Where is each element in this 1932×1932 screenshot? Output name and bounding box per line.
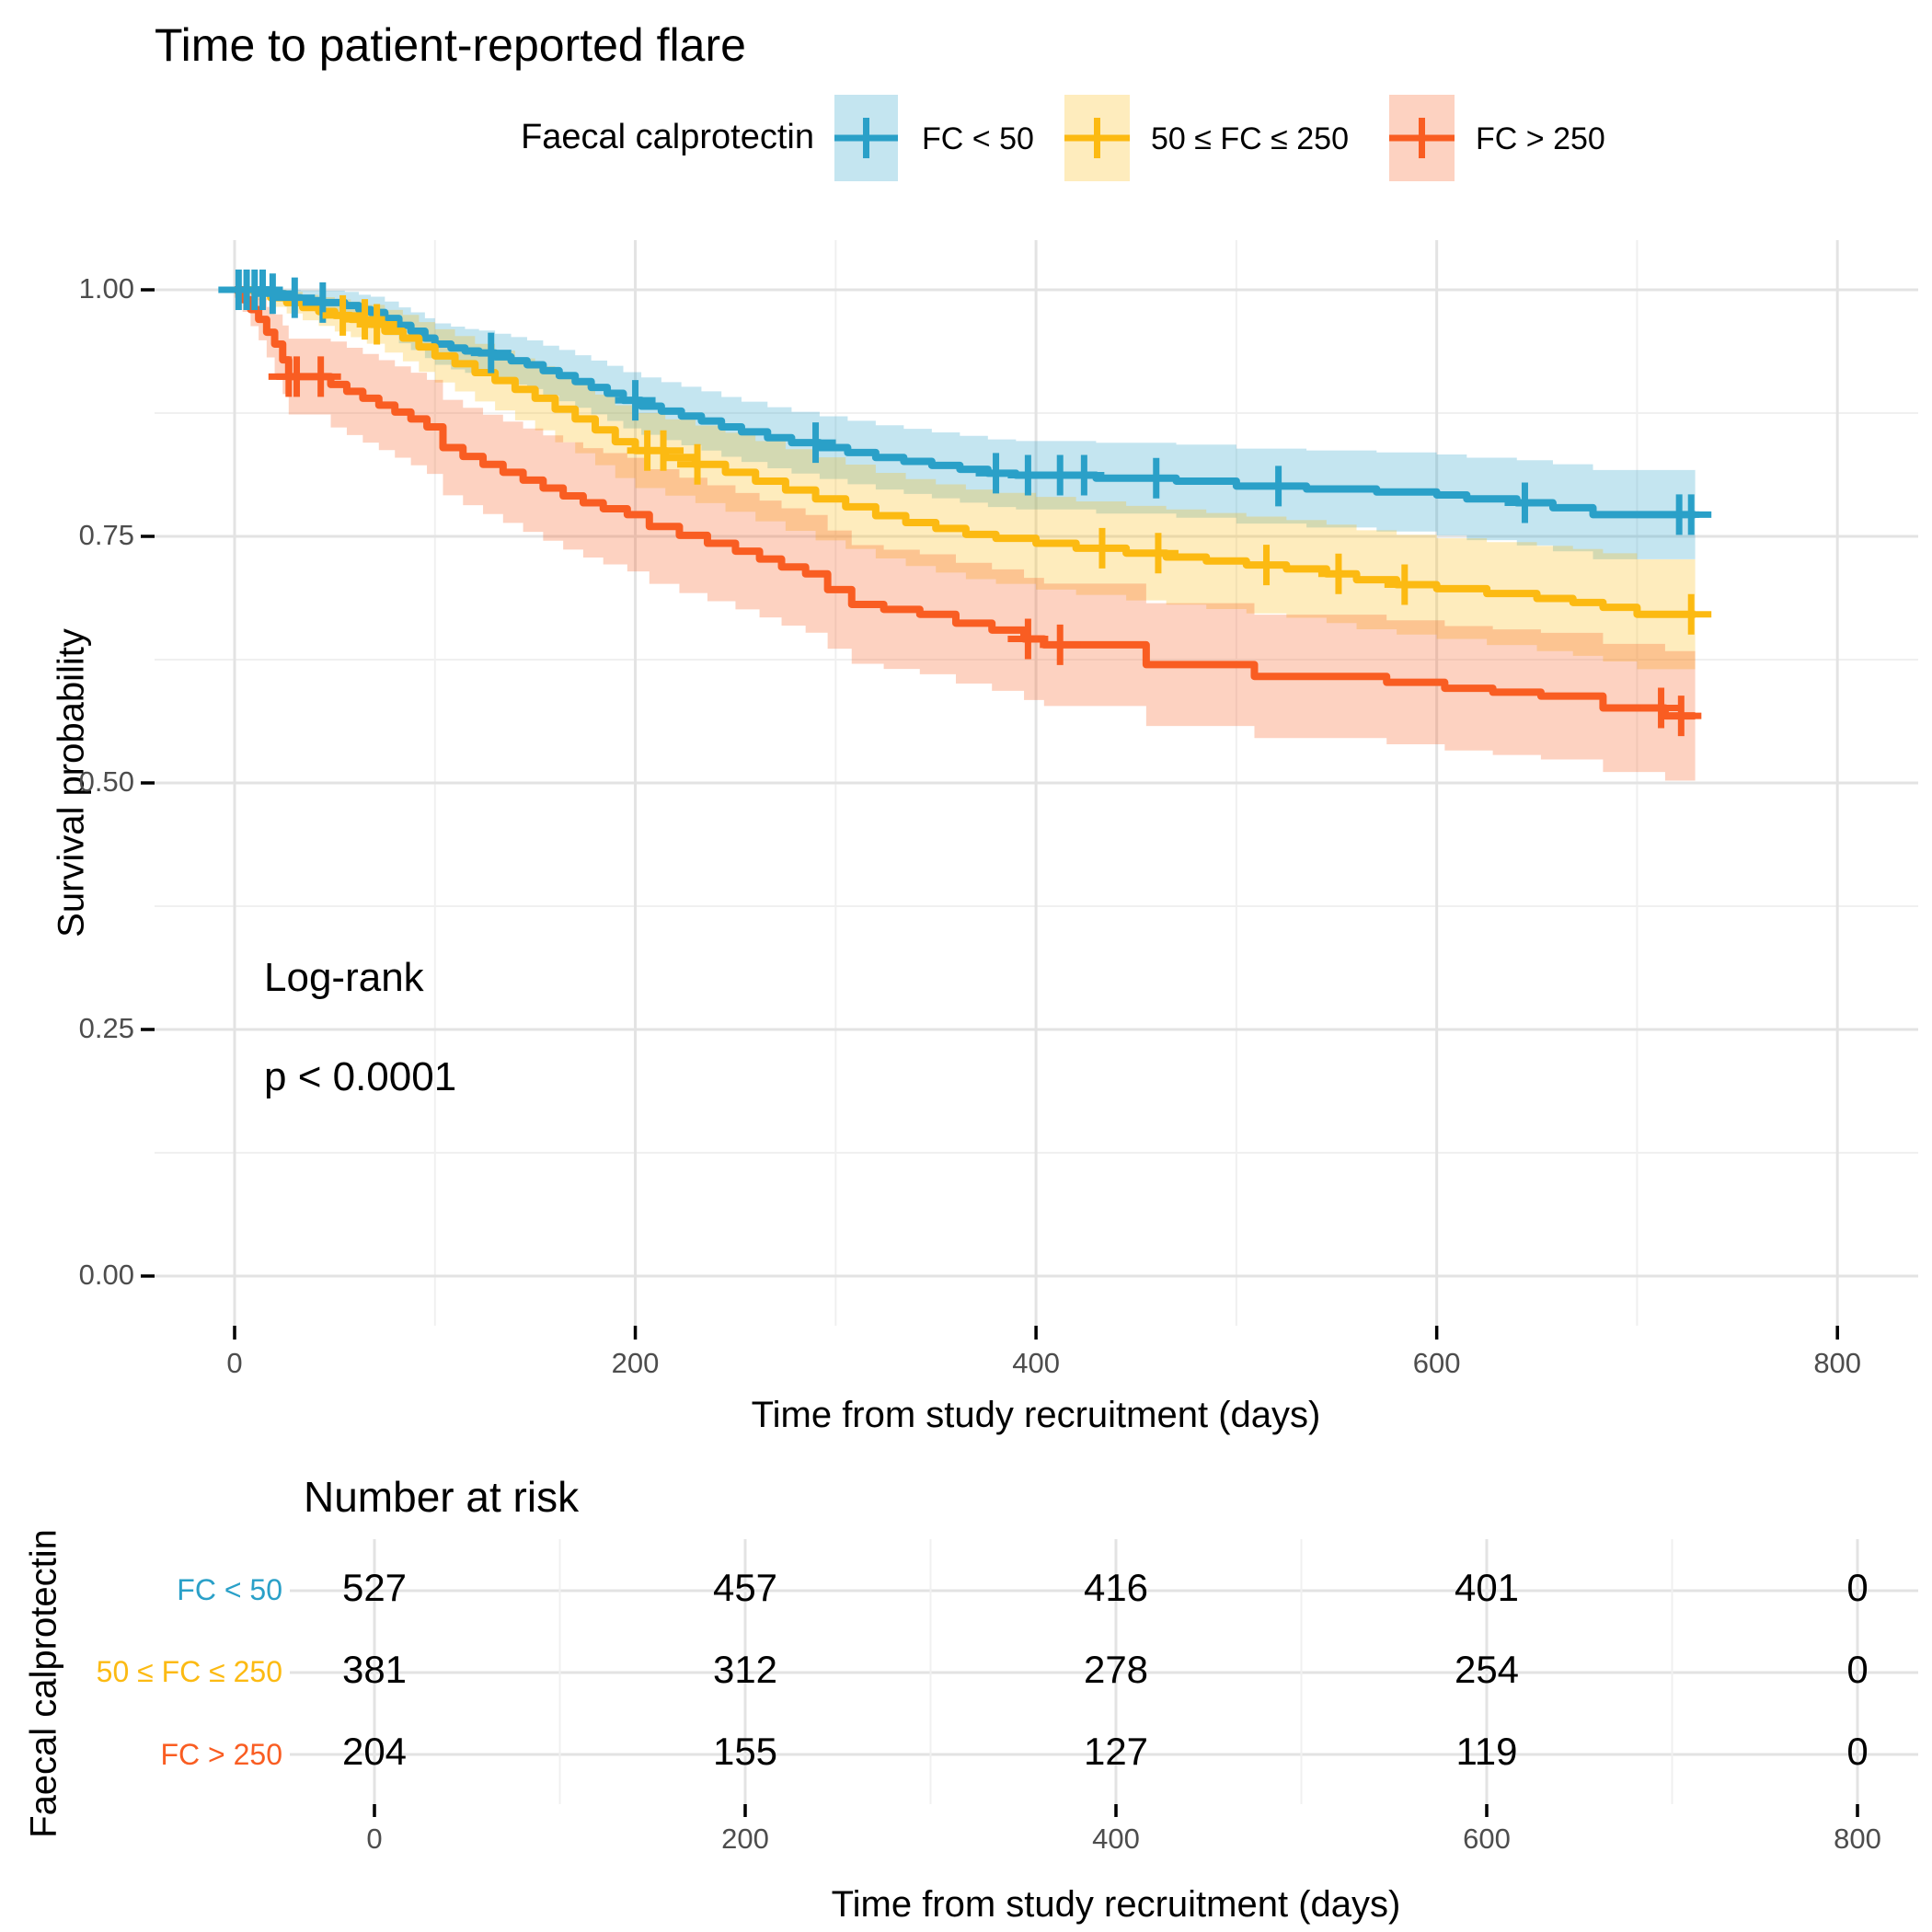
chart-title: Time to patient-reported flare	[155, 19, 746, 71]
risk-x-tick-label: 800	[1834, 1823, 1881, 1855]
risk-count: 278	[1083, 1648, 1149, 1691]
censor-mark	[795, 422, 836, 464]
censor-mark	[1040, 624, 1081, 665]
legend-item-label-fc-gt-250: FC > 250	[1476, 121, 1605, 156]
risk-row-label-fc-mid: 50 ≤ FC ≤ 250	[96, 1655, 282, 1688]
censor-mark	[470, 332, 512, 374]
legend-title: Faecal calprotectin	[521, 118, 814, 156]
x-axis-title: Time from study recruitment (days)	[751, 1395, 1321, 1435]
x-tick-label: 400	[1012, 1347, 1060, 1379]
risk-table-y-title: Faecal calprotectin	[23, 1529, 64, 1838]
y-tick-label: 0.00	[78, 1259, 134, 1291]
censor-mark	[1135, 457, 1177, 499]
censor-mark	[1384, 564, 1425, 605]
x-tick-label: 800	[1813, 1347, 1862, 1379]
risk-count: 0	[1846, 1730, 1869, 1773]
risk-x-tick-label: 400	[1092, 1823, 1140, 1855]
risk-count: 401	[1454, 1566, 1520, 1609]
censor-mark	[1671, 494, 1712, 535]
legend-key-censor-icon	[1389, 118, 1455, 158]
risk-count: 381	[341, 1648, 408, 1691]
censor-mark	[643, 430, 684, 471]
censor-mark	[1258, 466, 1299, 507]
y-tick-label: 1.00	[78, 272, 134, 305]
x-tick-label: 600	[1412, 1347, 1461, 1379]
censor-mark	[1317, 553, 1359, 594]
y-tick-label: 0.50	[78, 765, 134, 798]
censor-mark	[1671, 593, 1712, 635]
legend-key-censor-icon	[1064, 118, 1130, 158]
risk-row-label-fc-gt-250: FC > 250	[160, 1738, 282, 1771]
pvalue-label: p < 0.0001	[264, 1054, 457, 1099]
logrank-label: Log-rank	[264, 955, 424, 1000]
risk-count: 416	[1083, 1566, 1149, 1609]
risk-count: 119	[1455, 1730, 1518, 1773]
risk-count: 312	[712, 1648, 778, 1691]
risk-count: 0	[1846, 1648, 1869, 1691]
censor-mark	[252, 273, 293, 315]
risk-x-tick-label: 0	[366, 1823, 383, 1855]
legend-key-censor-icon	[834, 118, 898, 158]
survival-curve	[235, 286, 1696, 519]
censor-mark	[1007, 618, 1049, 660]
x-tick-label: 0	[226, 1347, 243, 1379]
legend-key-fc-gt-250	[1389, 95, 1455, 181]
risk-count: 254	[1454, 1648, 1520, 1691]
censor-mark	[1661, 696, 1702, 737]
risk-count: 0	[1846, 1566, 1869, 1609]
censor-mark	[1081, 527, 1122, 569]
risk-count: 127	[1083, 1730, 1149, 1773]
risk-table-x-title: Time from study recruitment (days)	[831, 1884, 1401, 1925]
censor-mark	[242, 270, 283, 310]
survival-curve	[235, 286, 1696, 720]
legend-key-fc-lt-50	[834, 95, 898, 181]
censor-mark	[322, 294, 363, 336]
risk-count: 457	[712, 1566, 778, 1609]
censor-mark	[274, 277, 316, 318]
confidence-ribbon	[235, 290, 1696, 781]
legend-item-label-fc-lt-50: FC < 50	[922, 121, 1034, 156]
risk-x-tick-label: 200	[721, 1823, 769, 1855]
censor-mark	[1246, 545, 1287, 586]
censor-mark	[356, 304, 397, 345]
legend-key-fc-mid	[1064, 95, 1130, 181]
censor-mark	[615, 380, 656, 421]
y-tick-label: 0.25	[78, 1012, 134, 1044]
y-tick-label: 0.75	[78, 519, 134, 551]
risk-count: 527	[341, 1566, 408, 1609]
censor-mark	[1137, 533, 1179, 574]
risk-row-label-fc-lt-50: FC < 50	[177, 1573, 282, 1606]
censor-mark	[300, 356, 341, 397]
risk-count: 204	[341, 1730, 408, 1773]
risk-x-tick-label: 600	[1463, 1823, 1511, 1855]
censor-mark	[1640, 687, 1682, 729]
censor-mark	[677, 443, 719, 485]
censor-mark	[1064, 454, 1105, 496]
legend-item-label-fc-mid: 50 ≤ FC ≤ 250	[1151, 121, 1349, 156]
risk-table-title: Number at risk	[304, 1473, 580, 1521]
censor-mark	[1504, 482, 1546, 523]
x-tick-label: 200	[611, 1347, 660, 1379]
risk-count: 155	[712, 1730, 778, 1773]
